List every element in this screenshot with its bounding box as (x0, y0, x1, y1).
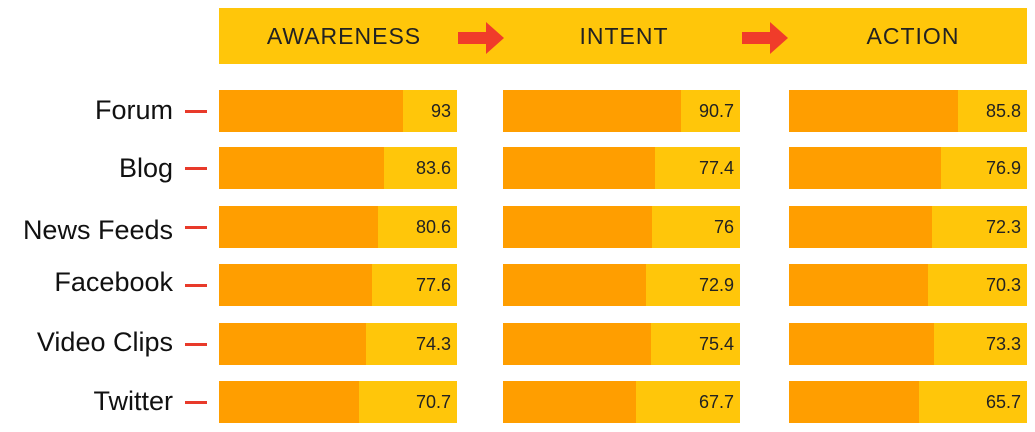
bar (219, 264, 372, 306)
bar-track: 77.4 (503, 147, 740, 189)
bar-track: 67.7 (503, 381, 740, 423)
bar-track: 70.3 (789, 264, 1027, 306)
stage-label-awareness: AWARENESS (266, 23, 422, 49)
bar-value-label: 67.7 (698, 392, 734, 412)
bar-value-label: 77.6 (415, 275, 451, 295)
bar (503, 90, 681, 132)
bar (503, 323, 651, 365)
bar (219, 147, 384, 189)
stage-header-band (219, 8, 1027, 64)
bar-value-label: 65.7 (985, 392, 1021, 412)
right-arrow-icon (458, 22, 504, 54)
bar-value-label: 72.9 (698, 275, 734, 295)
bar-track: 72.3 (789, 206, 1027, 248)
bar (219, 381, 359, 423)
row-label: Blog (118, 153, 173, 183)
bar-track: 85.8 (789, 90, 1027, 132)
bar-value-label: 80.6 (415, 217, 451, 237)
bar-value-label: 85.8 (985, 101, 1021, 121)
bar-value-label: 90.7 (698, 101, 734, 121)
dash-icon (185, 401, 207, 404)
bar-value-label: 76.9 (985, 158, 1021, 178)
bar-value-label: 70.7 (415, 392, 451, 412)
bar (219, 323, 366, 365)
bar (503, 206, 652, 248)
bar-track: 74.3 (219, 323, 457, 365)
dash-icon (185, 343, 207, 346)
right-arrow-icon (742, 22, 788, 54)
row-label: Twitter (93, 386, 173, 416)
bar (219, 90, 403, 132)
dash-icon (185, 226, 207, 229)
dash-icon (185, 284, 207, 287)
bar-track: 90.7 (503, 90, 740, 132)
bar-value-label: 72.3 (985, 217, 1021, 237)
row-label: Video Clips (36, 327, 173, 357)
bar-track: 76.9 (789, 147, 1027, 189)
bar (789, 381, 919, 423)
bar-value-label: 73.3 (985, 334, 1021, 354)
row-label: Forum (94, 95, 173, 125)
bar-value-label: 93 (430, 101, 451, 121)
bar-value-label: 76 (713, 217, 734, 237)
row-label: Facebook (54, 267, 173, 297)
bar-track: 83.6 (219, 147, 457, 189)
bar (789, 323, 934, 365)
bar-track: 76 (503, 206, 740, 248)
stage-label-intent: INTENT (579, 23, 669, 49)
bar (789, 206, 932, 248)
bar-track: 80.6 (219, 206, 457, 248)
bar-value-label: 70.3 (985, 275, 1021, 295)
bar-track: 70.7 (219, 381, 457, 423)
bar (503, 147, 655, 189)
row-label: News Feeds (22, 215, 173, 245)
bar (789, 147, 941, 189)
bar-track: 72.9 (503, 264, 740, 306)
bar (789, 90, 958, 132)
stage-label-action: ACTION (866, 23, 960, 49)
bar (503, 264, 646, 306)
dash-icon (185, 110, 207, 113)
bar (503, 381, 636, 423)
bar-value-label: 77.4 (698, 158, 734, 178)
bar-track: 73.3 (789, 323, 1027, 365)
bar-value-label: 75.4 (698, 334, 734, 354)
dash-icon (185, 167, 207, 170)
bar-value-label: 83.6 (415, 158, 451, 178)
bar-track: 65.7 (789, 381, 1027, 423)
bar-value-label: 74.3 (415, 334, 451, 354)
bar-track: 75.4 (503, 323, 740, 365)
bar (789, 264, 928, 306)
bar-track: 93 (219, 90, 457, 132)
bar-track: 77.6 (219, 264, 457, 306)
bar (219, 206, 378, 248)
